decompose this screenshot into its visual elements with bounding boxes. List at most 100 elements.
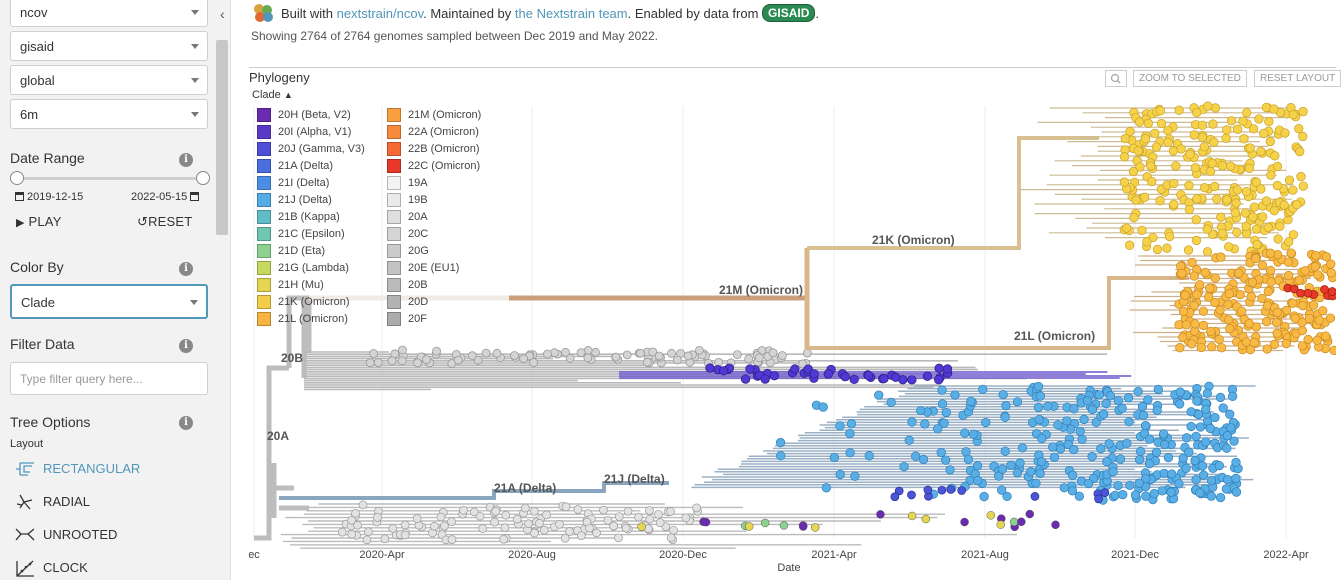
zoom-to-selected-button[interactable]: ZOOM TO SELECTED	[1133, 70, 1247, 87]
date-range-start-handle[interactable]	[10, 171, 24, 185]
tip	[1221, 484, 1232, 494]
tip	[744, 354, 754, 364]
layout-clock-label: CLOCK	[43, 560, 88, 575]
tip	[1197, 132, 1207, 142]
legend-label: 21A (Delta)	[278, 160, 334, 172]
info-icon[interactable]: i	[179, 339, 193, 353]
tip	[1229, 436, 1239, 446]
tip	[1142, 237, 1152, 247]
tip	[430, 521, 439, 531]
tip	[1231, 198, 1241, 208]
tip	[1265, 265, 1276, 276]
axis-tick-label: 2021-Apr	[811, 549, 857, 561]
gisaid-logo[interactable]: GISAID	[762, 4, 816, 22]
reset-layout-button[interactable]: RESET LAYOUT	[1254, 70, 1342, 87]
tip	[1263, 222, 1273, 233]
tree-options-title: Tree Options	[10, 414, 91, 430]
tip	[1091, 417, 1101, 428]
date-range-end-label: 2022-05-15	[131, 191, 188, 203]
tip	[923, 485, 933, 495]
byline: Built with nextstrain/ncov. Maintained b…	[251, 2, 819, 24]
tip	[937, 485, 947, 495]
tip	[864, 451, 874, 461]
tip	[1297, 317, 1307, 328]
tip	[530, 506, 539, 516]
info-icon[interactable]: i	[179, 262, 193, 276]
ncov-repo-link[interactable]: nextstrain/ncov	[336, 6, 424, 21]
tip	[535, 518, 544, 528]
tip	[1174, 479, 1184, 489]
tip	[744, 522, 754, 531]
tip	[1118, 489, 1128, 500]
phylogeny-panel: ec 2020-Apr 2020-Aug 2020-Dec 2021-Apr 2021-A…	[249, 67, 1342, 580]
tip	[1310, 262, 1320, 272]
date-range-slider[interactable]	[16, 177, 203, 180]
tip	[1195, 422, 1206, 432]
search-icon	[1110, 73, 1121, 84]
nextstrain-team-link[interactable]: the Nextstrain team	[514, 6, 628, 21]
filter-input[interactable]	[10, 362, 208, 395]
legend-label: 21L (Omicron)	[278, 313, 348, 325]
tip	[397, 356, 407, 366]
legend-label: 22C (Omicron)	[408, 160, 481, 172]
tip	[1308, 300, 1319, 310]
dataset-select-2-value: gisaid	[20, 39, 54, 54]
phylogeny-tree[interactable]: ec 2020-Apr 2020-Aug 2020-Dec 2021-Apr 2021-A…	[249, 68, 1336, 580]
branch-label: 21A (Delta)	[494, 481, 556, 495]
legend-swatch	[387, 261, 401, 275]
dataset-select-3[interactable]: global	[10, 65, 208, 95]
info-icon[interactable]: i	[179, 416, 193, 430]
tip	[1139, 192, 1150, 202]
tip	[802, 348, 812, 358]
tip	[950, 390, 960, 400]
tip	[1217, 228, 1228, 239]
color-by-select[interactable]: Clade	[10, 284, 208, 319]
tip	[614, 512, 624, 521]
tip	[972, 461, 983, 471]
tip	[1298, 301, 1308, 311]
date-range-end-handle[interactable]	[196, 171, 210, 185]
tip	[1262, 344, 1272, 354]
tip	[1242, 108, 1252, 118]
tip	[941, 407, 951, 418]
tip	[768, 348, 778, 358]
calendar-icon	[190, 192, 200, 201]
zoom-icon[interactable]	[1105, 70, 1127, 87]
tip	[694, 345, 704, 355]
tip	[1269, 339, 1280, 350]
tip	[1189, 130, 1199, 140]
tip	[1206, 326, 1216, 337]
tip	[666, 507, 675, 516]
tip	[1210, 412, 1220, 423]
dataset-select-1[interactable]: ncov	[10, 0, 208, 27]
tip	[561, 502, 571, 512]
tip	[1145, 434, 1155, 444]
tip	[1245, 143, 1255, 153]
tip	[413, 358, 422, 368]
play-button[interactable]: ▶ PLAY	[16, 214, 62, 229]
tip	[1275, 221, 1285, 232]
date-range-start[interactable]: 2019-12-15	[15, 191, 83, 203]
tip	[1225, 323, 1235, 334]
sidebar-scrollbar[interactable]	[216, 40, 228, 235]
tip	[1199, 142, 1210, 152]
legend-swatch	[387, 125, 401, 139]
tip	[1272, 307, 1282, 318]
legend-toggle[interactable]: Clade ▲	[252, 89, 293, 101]
collapse-sidebar-icon[interactable]: ‹	[220, 6, 225, 22]
layout-label: Layout	[10, 438, 44, 450]
tip	[1082, 396, 1093, 406]
tip	[754, 353, 764, 363]
date-range-end[interactable]: 2022-05-15	[131, 191, 200, 203]
dataset-select-2[interactable]: gisaid	[10, 31, 208, 61]
tip	[459, 505, 468, 515]
tip	[1246, 291, 1256, 302]
tip	[501, 510, 511, 520]
tip	[1226, 423, 1236, 433]
tip	[1212, 194, 1222, 204]
tip	[997, 464, 1008, 474]
tip	[1198, 470, 1209, 480]
info-icon[interactable]: i	[179, 153, 193, 167]
reset-button[interactable]: ↺RESET	[137, 214, 192, 230]
dataset-select-4[interactable]: 6m	[10, 99, 208, 129]
